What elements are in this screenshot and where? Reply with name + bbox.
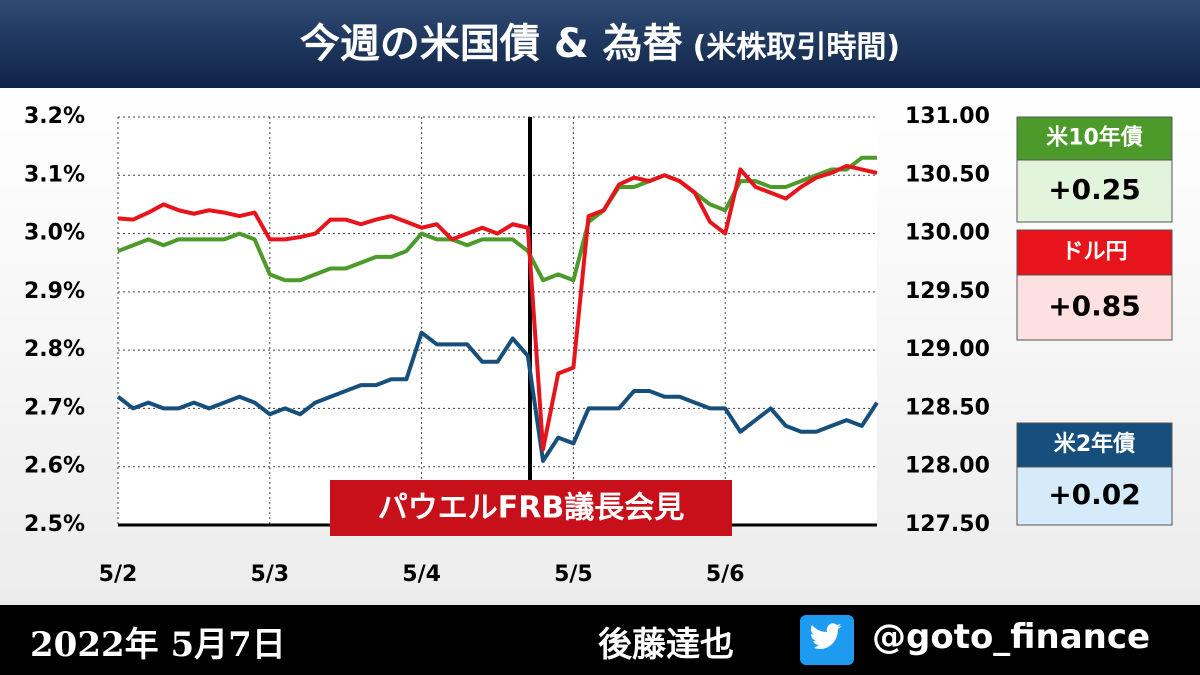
author: 後藤達也: [598, 625, 734, 665]
legend-header: [1016, 116, 1173, 161]
annotation: パウエルFRB議長会見: [378, 491, 684, 526]
y2-tick-label: 130.50: [905, 162, 990, 187]
subtitle: (米株取引時間): [692, 30, 901, 65]
y2-tick-label: 128.50: [905, 395, 990, 420]
y-tick-label: 2.5%: [24, 512, 85, 537]
y2-tick-label: 130.00: [905, 221, 990, 246]
handle[interactable]: @goto_finance: [872, 617, 1151, 657]
legend-value: +0.25: [1048, 173, 1141, 206]
y-tick-label: 2.9%: [24, 279, 85, 304]
x-tick-label: 5/6: [706, 562, 745, 587]
legend-value: +0.85: [1048, 290, 1141, 323]
x-tick-label: 5/3: [250, 562, 289, 587]
y2-tick-label: 129.50: [905, 279, 990, 304]
y-tick-label: 3.0%: [24, 221, 85, 246]
y-tick-label: 2.6%: [24, 454, 85, 479]
plot-bg: [118, 117, 877, 525]
legend-value: +0.02: [1048, 478, 1141, 511]
footer: 2022年 5月7日 後藤達也 @goto_finance: [0, 605, 1200, 675]
y-tick-label: 3.1%: [24, 162, 85, 187]
y2-tick-label: 131.00: [905, 104, 990, 129]
legend-value-box: [1016, 466, 1173, 526]
y2-tick-label: 127.50: [905, 512, 990, 537]
title: 今週の米国債 & 為替: [299, 21, 683, 67]
legend-header: [1016, 422, 1173, 468]
y-tick-label: 2.7%: [24, 395, 85, 420]
x-tick-label: 5/2: [99, 562, 138, 587]
annotation-box: [330, 480, 732, 536]
y2-tick-label: 129.00: [905, 337, 990, 362]
series-line: [116, 330, 879, 463]
y-tick-label: 2.8%: [24, 337, 85, 362]
date: 2022年 5月7日: [30, 625, 286, 665]
legend-label: 米2年債: [1054, 431, 1135, 457]
legend-value-box: [1016, 274, 1173, 341]
legend-label: 米10年債: [1046, 125, 1143, 151]
y2-tick-label: 128.00: [905, 454, 990, 479]
legend-value-box: [1016, 159, 1173, 223]
y-tick-label: 3.2%: [24, 104, 85, 129]
series-line: [117, 163, 878, 452]
x-tick-label: 5/4: [402, 562, 441, 587]
header: 今週の米国債 & 為替 (米株取引時間): [0, 0, 1200, 88]
twitter-icon: [800, 615, 854, 665]
legend-label: ドル円: [1061, 240, 1127, 265]
x-tick-label: 5/5: [554, 562, 593, 587]
